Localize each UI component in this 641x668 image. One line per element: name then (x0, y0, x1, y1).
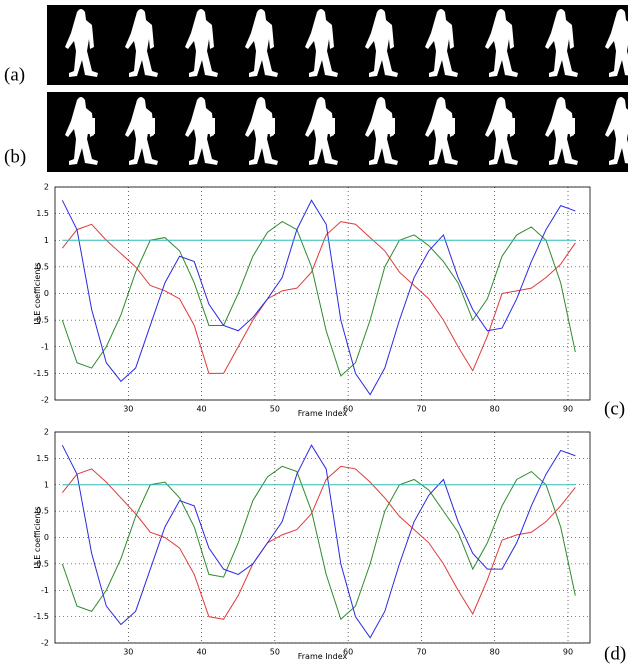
x-tick-label: 60 (343, 405, 353, 414)
x-tick-label: 70 (416, 405, 426, 414)
y-tick-label: -1.5 (33, 612, 49, 621)
data-line (61, 444, 576, 639)
y-tick-label: -2 (41, 396, 49, 405)
y-tick-label: -2 (41, 639, 49, 648)
y-tick-label: -1 (41, 586, 49, 595)
data-line (61, 199, 576, 396)
x-tick-label: 80 (490, 648, 500, 657)
y-tick-label: 0.5 (36, 507, 49, 516)
data-line (61, 465, 576, 620)
x-tick-label: 40 (196, 648, 206, 657)
x-tick-label: 30 (123, 648, 133, 657)
y-tick-label: 0.5 (36, 262, 49, 271)
data-line (61, 465, 576, 621)
panel-label: (b) (4, 146, 26, 167)
y-tick-label: 0 (44, 289, 49, 298)
y-tick-label: 1 (44, 236, 49, 245)
x-tick-label: 50 (270, 405, 280, 414)
x-tick-label: 90 (563, 648, 573, 657)
plot-frame (54, 431, 591, 644)
y-tick-label: 0 (44, 533, 49, 542)
y-tick-label: 2 (44, 428, 49, 437)
y-axis-label: LLE coefficients (33, 506, 42, 568)
x-tick-label: 90 (563, 405, 573, 414)
x-axis-label: Frame Index (298, 409, 348, 418)
y-tick-label: 1.5 (36, 454, 49, 463)
x-tick-label: 60 (343, 648, 353, 657)
y-tick-label: -0.5 (33, 316, 49, 325)
panel-label: (a) (4, 64, 25, 85)
data-line (61, 221, 576, 374)
x-tick-label: 30 (123, 405, 133, 414)
y-tick-label: -1 (41, 342, 49, 351)
y-tick-label: 1 (44, 480, 49, 489)
panel-label: (c) (604, 398, 625, 419)
y-axis-label: LLE coefficients (33, 262, 42, 324)
x-tick-label: 80 (490, 405, 500, 414)
y-tick-label: 1.5 (36, 209, 49, 218)
plot-frame (54, 186, 591, 401)
data-line (61, 221, 576, 377)
x-tick-label: 40 (196, 405, 206, 414)
x-axis-label: Frame Index (298, 652, 348, 661)
y-tick-label: -0.5 (33, 559, 49, 568)
x-tick-label: 70 (416, 648, 426, 657)
panel-label: (d) (604, 643, 626, 664)
x-tick-label: 50 (270, 648, 280, 657)
y-tick-label: -1.5 (33, 369, 49, 378)
y-tick-label: 2 (44, 183, 49, 192)
